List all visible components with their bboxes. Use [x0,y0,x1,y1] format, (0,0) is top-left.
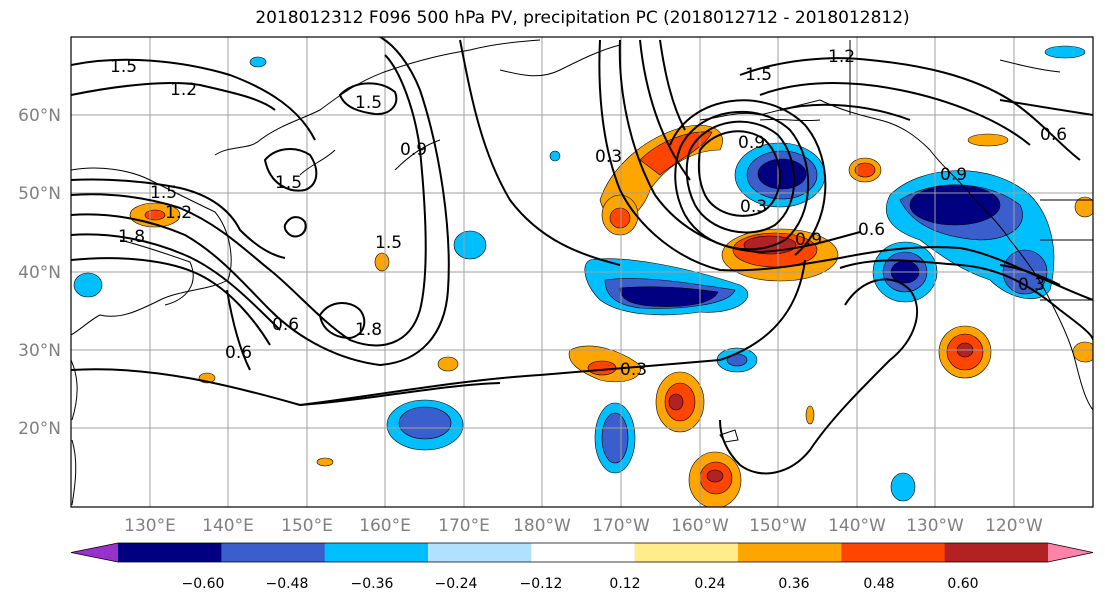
lat-label: 20°N [18,419,61,439]
contour-label: 1.2 [170,80,197,100]
lon-label: 130°E [124,516,176,536]
colorbar [70,542,1094,563]
contour-label: 1.5 [375,233,402,253]
colorbar-segment [841,543,946,562]
lon-label: 160°E [359,516,411,536]
colorbar-outline [70,542,1094,563]
contour-label: 0.3 [620,360,647,380]
contour-label: 0.3 [740,197,767,217]
graticule [71,37,1093,507]
colorbar-tick-label: −0.48 [266,576,309,592]
contour-label: 0.9 [940,165,967,185]
contour-label: 0.6 [272,315,299,335]
contour-label: 1.8 [355,320,382,340]
lon-label: 160°W [671,516,729,536]
colorbar-tick-label: −0.60 [182,576,225,592]
contour-label: 1.5 [275,173,302,193]
lat-label: 60°N [18,106,61,126]
contour-label: 1.5 [355,93,382,113]
colorbar-segment [738,543,842,562]
lon-label: 120°W [985,516,1043,536]
colorbar-segment [634,543,739,562]
colorbar-tick-label: 0.36 [778,576,809,592]
contour-label: 0.3 [595,147,622,167]
colorbar-segment [428,543,532,562]
lat-label: 30°N [18,341,61,361]
contour-label: 0.3 [1018,275,1045,295]
contour-label: 0.6 [858,220,885,240]
precipitation-shading [73,45,1093,507]
pv-contours [71,37,1093,475]
lon-label: 170°E [438,516,490,536]
map-frame [70,36,1094,508]
contour-label: 1.5 [745,65,772,85]
longitude-labels: 130°E 140°E 150°E 160°E 170°E 180°W 170°… [124,516,1043,536]
colorbar-segment [531,543,636,562]
contour-label: 0.9 [400,140,427,160]
map-title: 2018012312 F096 500 hPa PV, precipitatio… [255,8,910,28]
colorbar-tick-labels: −0.60 −0.48 −0.36 −0.24 −0.12 0.12 0.24 … [182,576,979,592]
colorbar-extend-low [71,543,118,562]
contour-label: 1.5 [110,57,137,77]
colorbar-segment [944,543,1049,562]
colorbar-tick-label: 0.12 [609,576,640,592]
lat-label: 40°N [18,263,61,283]
colorbar-tick-label: 0.48 [863,576,894,592]
lon-label: 140°W [828,516,886,536]
colorbar-tick-label: −0.24 [435,576,478,592]
contour-label: 1.2 [828,47,855,67]
lon-label: 130°W [906,516,964,536]
lat-label: 50°N [18,184,61,204]
lon-label: 170°W [592,516,650,536]
lon-label: 150°E [281,516,333,536]
colorbar-extend-high [1048,543,1093,562]
colorbar-segment [324,543,429,562]
latitude-labels: 60°N 50°N 40°N 30°N 20°N [18,106,61,439]
contour-label: 0.9 [738,133,765,153]
contour-label: 1.2 [165,203,192,223]
lon-label: 150°W [749,516,807,536]
colorbar-tick-label: −0.36 [351,576,394,592]
contour-label: 0.6 [225,343,252,363]
colorbar-tick-label: 0.24 [694,576,725,592]
contour-label: 1.5 [150,183,177,203]
colorbar-tick-label: 0.60 [947,576,978,592]
colorbar-tick-label: −0.12 [520,576,563,592]
contour-labels: 1.5 1.2 1.5 1.5 0.9 1.5 1.2 1.8 1.5 0.6 … [110,47,1067,380]
contour-label: 1.8 [118,227,145,247]
contour-label: 0.9 [795,230,822,250]
colorbar-segment [221,543,326,562]
lon-label: 140°E [202,516,254,536]
lon-label: 180°W [513,516,571,536]
colorbar-segment [118,543,222,562]
contour-label: 0.6 [1040,125,1067,145]
